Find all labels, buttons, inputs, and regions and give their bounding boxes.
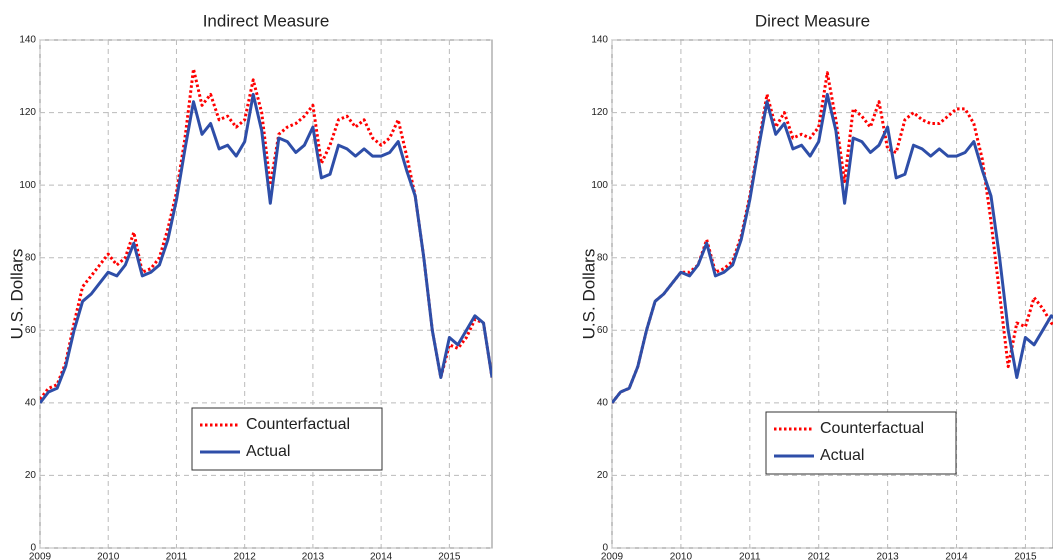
x-tick-label: 2013 <box>877 552 900 560</box>
y-tick-label: 140 <box>591 35 608 46</box>
lines <box>612 71 1053 404</box>
y-tick-label: 0 <box>602 543 608 554</box>
x-tick-label: 2010 <box>670 552 693 560</box>
legend-label: Counterfactual <box>820 420 924 437</box>
y-tick-label: 120 <box>591 107 608 118</box>
y-tick-label: 100 <box>19 180 36 191</box>
y-tick-label: 40 <box>25 397 37 408</box>
x-tick-label: 2012 <box>234 552 257 560</box>
x-tick-label: 2015 <box>1014 552 1037 560</box>
x-tick-label: 2012 <box>808 552 831 560</box>
legend-box <box>765 411 957 475</box>
legend-box <box>191 407 383 471</box>
y-axis-label: U.S. Dollars <box>7 249 26 340</box>
line-series <box>40 92 492 404</box>
y-tick-label: 120 <box>19 107 36 118</box>
y-tick-label: 60 <box>25 325 37 336</box>
x-tick-label: 2014 <box>945 552 968 560</box>
y-tick-label: 80 <box>25 252 37 263</box>
y-tick-label: 40 <box>597 397 609 408</box>
line-series <box>612 92 1053 404</box>
legend-label: Counterfactual <box>246 416 350 433</box>
y-tick-label: 20 <box>597 470 609 481</box>
y-axis-label: U.S. Dollars <box>579 249 598 340</box>
x-tick-label: 2010 <box>97 552 120 560</box>
x-tick-label: 2009 <box>601 552 624 560</box>
x-tick-label: 2011 <box>739 552 761 560</box>
y-tick-label: 20 <box>25 470 37 481</box>
x-tick-label: 2009 <box>29 552 52 560</box>
x-tick-label: 2014 <box>370 552 393 560</box>
y-tick-label: 60 <box>597 325 609 336</box>
y-tick-label: 100 <box>591 180 608 191</box>
chart-title: Indirect Measure <box>203 11 330 30</box>
x-tick-label: 2011 <box>166 552 188 560</box>
y-tick-label: 0 <box>30 543 36 554</box>
chart-title: Direct Measure <box>755 11 870 30</box>
lines <box>40 67 492 404</box>
legend-label: Actual <box>820 447 864 464</box>
x-tick-label: 2013 <box>302 552 325 560</box>
legend-label: Actual <box>246 443 290 460</box>
y-tick-label: 80 <box>597 252 609 263</box>
line-series <box>612 71 1053 404</box>
y-tick-label: 140 <box>19 35 36 46</box>
x-tick-label: 2015 <box>438 552 461 560</box>
